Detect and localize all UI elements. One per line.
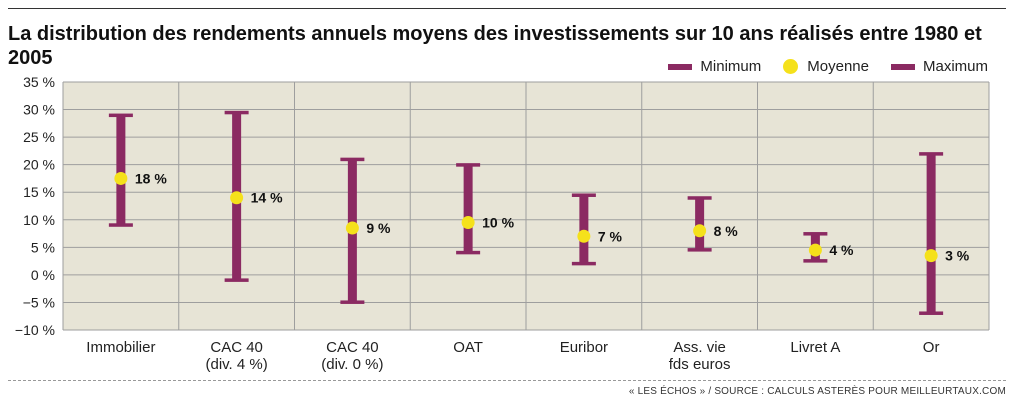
min-cap [224,278,249,282]
range-bar [926,153,936,314]
max-cap [919,152,944,156]
legend-label-maximum: Maximum [922,58,988,75]
top-rule [8,8,1006,9]
y-tick-label: 30 % [23,102,55,118]
mean-dot [114,171,128,185]
min-cap [687,248,712,252]
y-tick-label: −5 % [23,294,55,310]
x-category-label: Euribor [560,339,608,356]
y-tick-label: 0 % [31,267,55,283]
legend-item-maximum: Maximum [890,58,988,75]
legend-swatch-maximum [890,63,915,70]
legend-label-minimum: Minimum [700,58,762,75]
mean-dot [924,249,938,263]
mean-value-label: 8 % [714,223,739,239]
legend: Minimum Moyenne Maximum [646,58,988,75]
x-category-label: Ass. vie [673,339,726,356]
max-cap [803,232,828,236]
y-tick-label: 5 % [31,239,55,255]
min-cap [571,261,596,266]
mean-dot [693,224,707,238]
x-category-label: fds euros [669,356,731,373]
legend-label-moyenne: Moyenne [807,58,869,75]
y-tick-label: −10 % [15,322,55,338]
x-category-label: (div. 0 %) [321,356,383,373]
mean-dot [345,221,359,235]
max-cap [687,196,712,200]
max-cap [571,193,596,197]
mean-dot [808,243,822,257]
mean-value-label: 9 % [366,220,391,236]
max-cap [456,163,481,167]
max-cap [224,110,249,115]
min-cap [108,223,133,227]
y-tick-label: 35 % [23,74,55,90]
mean-value-label: 18 % [135,170,167,186]
legend-item-moyenne: Moyenne [783,58,869,75]
legend-swatch-minimum [668,63,693,70]
mean-value-label: 7 % [598,228,623,244]
legend-swatch-moyenne [783,59,799,74]
range-bar [579,194,589,264]
x-category-label: CAC 40 [326,339,379,356]
y-tick-label: 15 % [23,184,55,200]
mean-dot [577,229,591,243]
range-bar [116,115,126,226]
mean-dot [461,216,475,230]
mean-value-label: 3 % [945,248,970,264]
max-cap [340,157,365,162]
legend-item-minimum: Minimum [668,58,761,75]
x-category-label: Or [923,339,940,356]
x-category-label: Livret A [790,339,840,356]
x-category-label: OAT [453,339,483,356]
mean-value-label: 4 % [829,242,854,258]
chart-title: La distribution des rendements annuels m… [8,23,982,69]
min-cap [456,250,481,255]
min-cap [919,311,944,315]
x-category-label: (div. 4 %) [206,356,268,373]
range-bar [695,197,705,251]
y-tick-label: 25 % [23,129,55,145]
max-cap [108,113,133,118]
x-category-label: Immobilier [86,339,155,356]
mean-value-label: 14 % [251,190,283,206]
min-cap [803,259,828,263]
mean-dot [230,191,244,205]
y-tick-label: 10 % [23,212,55,228]
source-note: « LES ÉCHOS » / SOURCE : CALCULS ASTERÈS… [628,386,1006,397]
mean-value-label: 10 % [482,215,514,231]
bottom-rule [8,380,1006,381]
range-bar [463,164,473,253]
y-tick-label: 20 % [23,157,55,173]
x-category-label: CAC 40 [210,339,263,356]
min-cap [340,300,365,304]
